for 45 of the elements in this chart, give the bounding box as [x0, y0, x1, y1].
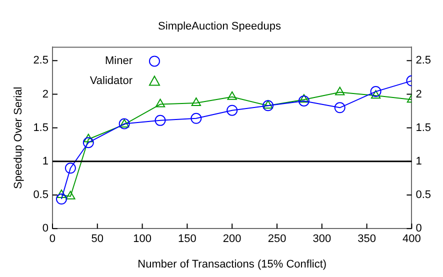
chart-title: SimpleAuction Speedups — [158, 20, 282, 33]
point — [334, 102, 346, 114]
point — [263, 100, 273, 109]
x-tick-label: 50 — [91, 233, 104, 246]
x-tick-label: 100 — [133, 233, 152, 246]
y-tick-label: 1 — [42, 155, 48, 168]
legend-label: Miner — [104, 55, 133, 68]
y-axis-title: Speedup Over Serial — [12, 86, 25, 189]
y2-tick-label: 2.5 — [416, 54, 432, 67]
point — [190, 112, 202, 124]
point — [298, 95, 310, 106]
x-tick-label: 250 — [268, 233, 286, 246]
point — [335, 86, 345, 96]
y-tick-label: 0.5 — [33, 189, 48, 202]
x-axis-title: Number of Transactions (15% Conflict) — [138, 258, 327, 270]
y2-tick-label: 1.5 — [416, 122, 432, 134]
y-tick-label: 2.5 — [33, 54, 48, 67]
point — [82, 137, 94, 148]
x-tick-label: 200 — [222, 233, 242, 246]
point — [56, 190, 66, 198]
point — [370, 86, 382, 98]
y2-tick-label: 0.5 — [416, 189, 432, 202]
point — [299, 94, 309, 103]
point — [66, 190, 76, 200]
y-tick-label: 0 — [42, 222, 48, 235]
point — [227, 91, 237, 100]
point — [64, 162, 76, 174]
point — [56, 194, 67, 205]
point — [191, 97, 202, 106]
point — [370, 90, 381, 99]
x-tick-label: 400 — [402, 233, 421, 246]
point — [154, 114, 166, 126]
y2-tick-label: 2 — [416, 88, 422, 100]
point — [226, 104, 238, 116]
point — [262, 100, 274, 112]
point — [155, 98, 166, 108]
y2-tick-label: 0 — [416, 222, 422, 235]
y2-tick-label: 1 — [416, 155, 422, 168]
point — [84, 134, 94, 142]
x-tick-label: 350 — [358, 233, 376, 246]
y-tick-label: 1.5 — [33, 122, 48, 134]
x-tick-label: 300 — [312, 233, 332, 246]
legend-label: Validator — [90, 75, 133, 88]
x-tick-label: 150 — [178, 233, 196, 246]
y-tick-label: 2 — [42, 88, 48, 100]
